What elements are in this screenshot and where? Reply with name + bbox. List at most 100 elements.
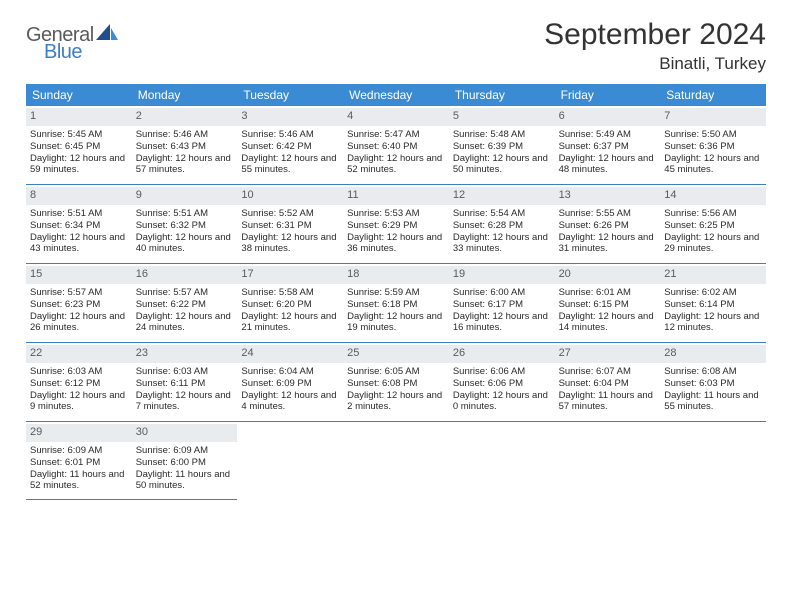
- title-block: September 2024 Binatli, Turkey: [544, 18, 766, 74]
- day-details: Sunrise: 6:09 AMSunset: 6:01 PMDaylight:…: [30, 445, 128, 493]
- day-details: Sunrise: 6:04 AMSunset: 6:09 PMDaylight:…: [241, 366, 339, 414]
- sunrise-line: Sunrise: 5:52 AM: [241, 208, 339, 220]
- sunset-line: Sunset: 6:34 PM: [30, 220, 128, 232]
- sunrise-line: Sunrise: 6:07 AM: [559, 366, 657, 378]
- day-number: 7: [660, 108, 766, 126]
- sunrise-line: Sunrise: 6:01 AM: [559, 287, 657, 299]
- day-header-friday: Friday: [555, 84, 661, 106]
- sunset-line: Sunset: 6:06 PM: [453, 378, 551, 390]
- day-cell: 27Sunrise: 6:07 AMSunset: 6:04 PMDayligh…: [555, 343, 661, 421]
- day-number: 20: [555, 266, 661, 284]
- month-title: September 2024: [544, 18, 766, 52]
- day-number: 29: [26, 424, 132, 442]
- day-cell: 17Sunrise: 5:58 AMSunset: 6:20 PMDayligh…: [237, 264, 343, 342]
- sunset-line: Sunset: 6:14 PM: [664, 299, 762, 311]
- daylight-line: Daylight: 12 hours and 14 minutes.: [559, 311, 657, 335]
- day-number: 5: [449, 108, 555, 126]
- calendar-page: General Blue September 2024 Binatli, Tur…: [0, 0, 792, 510]
- day-cell: 9 Sunrise: 5:51 AMSunset: 6:32 PMDaylight…: [132, 185, 238, 263]
- day-number: 23: [132, 345, 238, 363]
- daylight-line: Daylight: 12 hours and 29 minutes.: [664, 232, 762, 256]
- sunrise-line: Sunrise: 6:04 AM: [241, 366, 339, 378]
- sunset-line: Sunset: 6:25 PM: [664, 220, 762, 232]
- daylight-line: Daylight: 12 hours and 48 minutes.: [559, 153, 657, 177]
- day-cell: 19 Sunrise: 6:00 AMSunset: 6:17 PMDayligh…: [449, 264, 555, 342]
- day-details: Sunrise: 5:46 AMSunset: 6:42 PMDaylight:…: [241, 129, 339, 177]
- day-header-monday: Monday: [132, 84, 238, 106]
- day-details: Sunrise: 5:56 AMSunset: 6:25 PMDaylight:…: [664, 208, 762, 256]
- day-cell: 22Sunrise: 6:03 AMSunset: 6:12 PMDayligh…: [26, 343, 132, 421]
- header-row: General Blue September 2024 Binatli, Tur…: [26, 18, 766, 74]
- day-number: 10: [237, 187, 343, 205]
- sunset-line: Sunset: 6:42 PM: [241, 141, 339, 153]
- daylight-line: Daylight: 12 hours and 36 minutes.: [347, 232, 445, 256]
- day-details: Sunrise: 6:05 AMSunset: 6:08 PMDaylight:…: [347, 366, 445, 414]
- day-number: 11: [343, 187, 449, 205]
- sunrise-line: Sunrise: 6:06 AM: [453, 366, 551, 378]
- sunset-line: Sunset: 6:37 PM: [559, 141, 657, 153]
- daylight-line: Daylight: 12 hours and 0 minutes.: [453, 390, 551, 414]
- day-number: 9: [132, 187, 238, 205]
- daylight-line: Daylight: 12 hours and 24 minutes.: [136, 311, 234, 335]
- day-details: Sunrise: 6:00 AMSunset: 6:17 PMDaylight:…: [453, 287, 551, 335]
- day-details: Sunrise: 5:51 AMSunset: 6:34 PMDaylight:…: [30, 208, 128, 256]
- weeks-container: 1Sunrise: 5:45 AMSunset: 6:45 PMDaylight…: [26, 106, 766, 500]
- day-header-wednesday: Wednesday: [343, 84, 449, 106]
- day-cell: 20 Sunrise: 6:01 AMSunset: 6:15 PMDayligh…: [555, 264, 661, 342]
- daylight-line: Daylight: 12 hours and 21 minutes.: [241, 311, 339, 335]
- day-header-sunday: Sunday: [26, 84, 132, 106]
- week-row: 29 Sunrise: 6:09 AMSunset: 6:01 PMDayligh…: [26, 422, 766, 500]
- day-number: 19: [449, 266, 555, 284]
- daylight-line: Daylight: 12 hours and 2 minutes.: [347, 390, 445, 414]
- daylight-line: Daylight: 12 hours and 40 minutes.: [136, 232, 234, 256]
- sunset-line: Sunset: 6:32 PM: [136, 220, 234, 232]
- day-details: Sunrise: 5:54 AMSunset: 6:28 PMDaylight:…: [453, 208, 551, 256]
- daylight-line: Daylight: 12 hours and 59 minutes.: [30, 153, 128, 177]
- sunrise-line: Sunrise: 5:51 AM: [30, 208, 128, 220]
- day-cell: 12 Sunrise: 5:54 AMSunset: 6:28 PMDayligh…: [449, 185, 555, 263]
- daylight-line: Daylight: 12 hours and 19 minutes.: [347, 311, 445, 335]
- day-cell: 21 Sunrise: 6:02 AMSunset: 6:14 PMDayligh…: [660, 264, 766, 342]
- logo-text-blue: Blue: [44, 41, 82, 64]
- day-number: 22: [26, 345, 132, 363]
- location: Binatli, Turkey: [544, 54, 766, 74]
- empty-cell: [343, 422, 449, 500]
- daylight-line: Daylight: 11 hours and 52 minutes.: [30, 469, 128, 493]
- day-number: 27: [555, 345, 661, 363]
- day-details: Sunrise: 5:49 AMSunset: 6:37 PMDaylight:…: [559, 129, 657, 177]
- day-cell: 1Sunrise: 5:45 AMSunset: 6:45 PMDaylight…: [26, 106, 132, 184]
- day-number: 13: [555, 187, 661, 205]
- day-cell: 7Sunrise: 5:50 AMSunset: 6:36 PMDaylight…: [660, 106, 766, 184]
- daylight-line: Daylight: 12 hours and 4 minutes.: [241, 390, 339, 414]
- sunrise-line: Sunrise: 5:55 AM: [559, 208, 657, 220]
- day-number: 12: [449, 187, 555, 205]
- sunrise-line: Sunrise: 5:50 AM: [664, 129, 762, 141]
- daylight-line: Daylight: 12 hours and 43 minutes.: [30, 232, 128, 256]
- sunset-line: Sunset: 6:26 PM: [559, 220, 657, 232]
- sunrise-line: Sunrise: 5:51 AM: [136, 208, 234, 220]
- day-details: Sunrise: 6:08 AMSunset: 6:03 PMDaylight:…: [664, 366, 762, 414]
- day-number: 17: [237, 266, 343, 284]
- daylight-line: Daylight: 12 hours and 7 minutes.: [136, 390, 234, 414]
- calendar: Sunday Monday Tuesday Wednesday Thursday…: [26, 84, 766, 500]
- empty-cell: [660, 422, 766, 500]
- day-cell: 3Sunrise: 5:46 AMSunset: 6:42 PMDaylight…: [237, 106, 343, 184]
- sunset-line: Sunset: 6:12 PM: [30, 378, 128, 390]
- sunset-line: Sunset: 6:45 PM: [30, 141, 128, 153]
- day-number: 25: [343, 345, 449, 363]
- sunrise-line: Sunrise: 5:53 AM: [347, 208, 445, 220]
- day-details: Sunrise: 6:09 AMSunset: 6:00 PMDaylight:…: [136, 445, 234, 493]
- day-number: 24: [237, 345, 343, 363]
- day-details: Sunrise: 6:01 AMSunset: 6:15 PMDaylight:…: [559, 287, 657, 335]
- empty-cell: [555, 422, 661, 500]
- day-details: Sunrise: 5:55 AMSunset: 6:26 PMDaylight:…: [559, 208, 657, 256]
- week-row: 8Sunrise: 5:51 AMSunset: 6:34 PMDaylight…: [26, 185, 766, 264]
- day-number: 21: [660, 266, 766, 284]
- daylight-line: Daylight: 12 hours and 16 minutes.: [453, 311, 551, 335]
- sunrise-line: Sunrise: 5:48 AM: [453, 129, 551, 141]
- sunset-line: Sunset: 6:29 PM: [347, 220, 445, 232]
- day-details: Sunrise: 6:02 AMSunset: 6:14 PMDaylight:…: [664, 287, 762, 335]
- day-details: Sunrise: 5:48 AMSunset: 6:39 PMDaylight:…: [453, 129, 551, 177]
- daylight-line: Daylight: 11 hours and 50 minutes.: [136, 469, 234, 493]
- day-details: Sunrise: 5:57 AMSunset: 6:22 PMDaylight:…: [136, 287, 234, 335]
